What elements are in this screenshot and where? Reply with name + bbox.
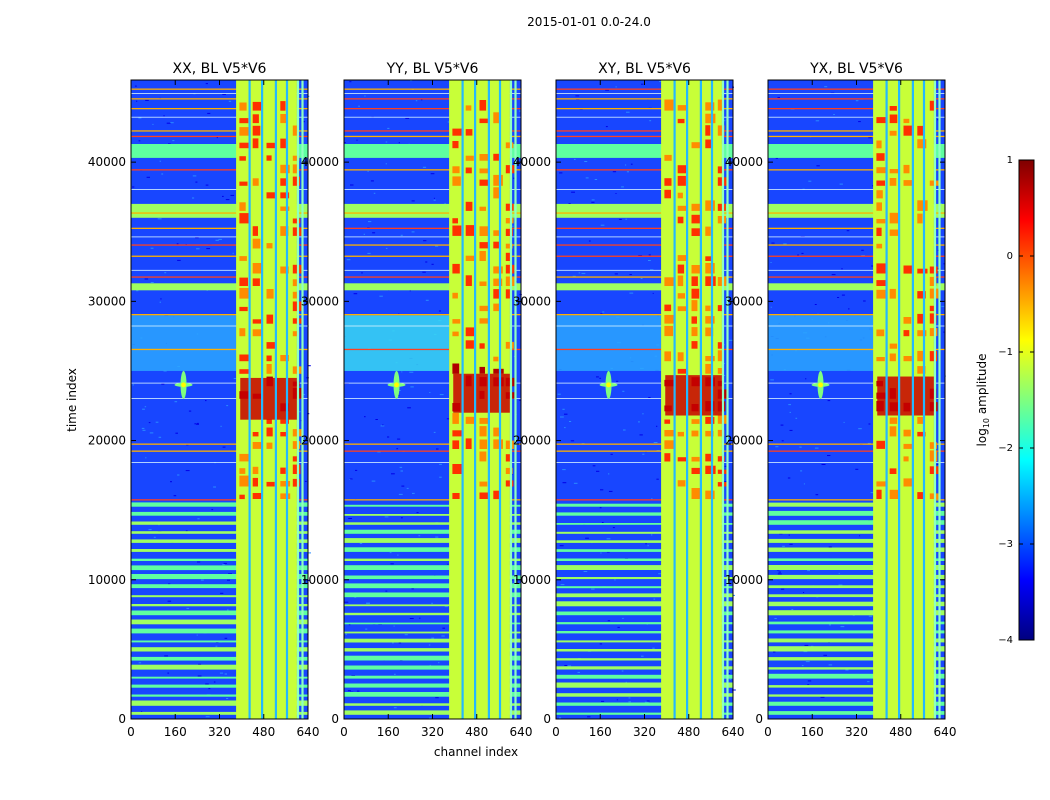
cyan-region (556, 315, 662, 371)
x-tick-label: 0 (340, 725, 348, 739)
y-tick-label: 10000 (513, 573, 551, 587)
heatmap-panel-3: XY, BL V5*V6 0 160 320 480 640 0 10000 20000 3000… (513, 61, 745, 739)
x-tick-label: 320 (845, 725, 868, 739)
x-tick-label: 480 (677, 725, 700, 739)
channel-lines (461, 80, 517, 719)
y-tick-label: 30000 (513, 294, 551, 308)
y-tick-label: 0 (118, 712, 126, 726)
rfi-stripes (131, 88, 308, 715)
rfi-stripes (768, 88, 945, 715)
y-tick-label: 0 (755, 712, 763, 726)
y-tick-label: 40000 (725, 155, 763, 169)
channel-lines (885, 80, 941, 719)
panel-title: YX, BL V5*V6 (809, 61, 903, 77)
y-tick-label: 40000 (301, 155, 339, 169)
colorbar-tick-label: −2 (998, 443, 1013, 454)
colorbar-tick-label: 1 (1007, 155, 1013, 166)
y-tick-label: 40000 (513, 155, 551, 169)
x-tick-label: 160 (589, 725, 612, 739)
y-tick-label: 40000 (88, 155, 126, 169)
x-tick-label: 0 (764, 725, 772, 739)
cyan-region (131, 315, 237, 371)
y-tick-label: 10000 (725, 573, 763, 587)
y-tick-label: 30000 (725, 294, 763, 308)
x-tick-label: 0 (552, 725, 560, 739)
panel-title: XY, BL V5*V6 (598, 61, 691, 77)
y-tick-label: 10000 (88, 573, 126, 587)
x-tick-label: 640 (722, 725, 745, 739)
y-tick-label: 0 (331, 712, 339, 726)
heatmap-panel-1: XX, BL V5*V6 0 160 320 480 640 0 10000 20000 3000… (88, 61, 320, 739)
figure-title: 2015-01-01 0.0-24.0 (527, 15, 651, 29)
x-tick-label: 640 (297, 725, 320, 739)
colorbar-tick-label: −3 (998, 539, 1013, 550)
x-tick-label: 160 (164, 725, 187, 739)
colorbar-gradient (1018, 159, 1035, 641)
x-tick-label: 0 (127, 725, 135, 739)
x-axis-label: channel index (434, 745, 518, 759)
cyan-region (768, 315, 874, 371)
y-tick-label: 20000 (88, 434, 126, 448)
y-tick-label: 30000 (88, 294, 126, 308)
x-tick-label: 320 (421, 725, 444, 739)
y-tick-label: 20000 (725, 434, 763, 448)
x-tick-label: 640 (934, 725, 957, 739)
colorbar-tick-label: 0 (1007, 251, 1013, 262)
heatmap-panel-4: YX, BL V5*V6 0 160 320 480 640 0 10000 20000 3000… (725, 61, 957, 739)
x-tick-label: 480 (252, 725, 275, 739)
x-tick-label: 160 (377, 725, 400, 739)
y-tick-label: 30000 (301, 294, 339, 308)
x-tick-label: 480 (889, 725, 912, 739)
y-tick-label: 0 (543, 712, 551, 726)
colorbar-tick-label: −4 (998, 635, 1013, 646)
x-tick-label: 320 (208, 725, 231, 739)
y-axis-label: time index (65, 368, 79, 432)
channel-lines (248, 80, 304, 719)
x-tick-label: 160 (801, 725, 824, 739)
channel-lines (673, 80, 729, 719)
heatmap-panels: XX, BL V5*V6 0 160 320 480 640 0 10000 20000 3000… (88, 61, 957, 739)
colorbar-tick-label: −1 (998, 347, 1013, 358)
panel-title: YY, BL V5*V6 (386, 61, 479, 77)
heatmap-panel-2: YY, BL V5*V6 0 160 320 480 640 0 10000 20000 3000… (301, 61, 533, 739)
colorbar-label: log10 amplitude (975, 354, 991, 447)
colorbar: 1 0 −1 −2 −3 −4 log10 amplitude (975, 155, 1035, 646)
x-tick-label: 480 (465, 725, 488, 739)
y-tick-label: 20000 (513, 434, 551, 448)
x-tick-label: 640 (510, 725, 533, 739)
y-tick-label: 10000 (301, 573, 339, 587)
y-tick-label: 20000 (301, 434, 339, 448)
x-tick-label: 320 (633, 725, 656, 739)
cyan-region (344, 315, 450, 371)
panel-title: XX, BL V5*V6 (173, 61, 267, 77)
